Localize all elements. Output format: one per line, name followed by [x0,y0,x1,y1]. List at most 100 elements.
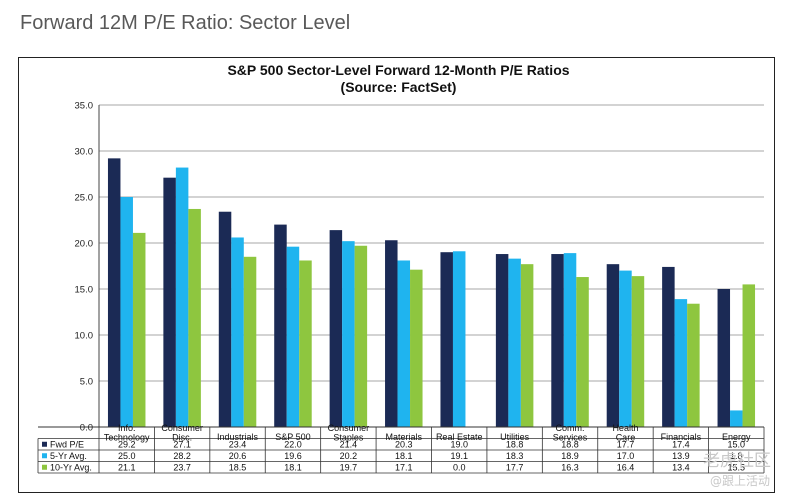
bar-five-6 [452,251,466,427]
data-label: 19.1 [450,451,468,461]
bar-fwd-6 [440,252,453,427]
slide-title: Forward 12M P/E Ratio: Sector Level [20,12,351,34]
bar-ten-8 [576,277,589,427]
data-label: 23.7 [173,463,191,473]
data-label: 18.8 [506,440,524,450]
bar-five-5 [397,260,411,427]
y-tick-label: 30.0 [75,147,94,158]
data-label: 18.9 [561,451,579,461]
bar-fwd-8 [551,254,564,427]
category-label: Disc. [172,433,192,443]
data-label: 22.0 [284,440,302,450]
category-label: Technology [104,433,150,443]
data-label: 19.6 [284,451,302,461]
category-label: Materials [386,432,423,442]
data-label: 28.2 [173,451,191,461]
data-label: 13.9 [672,451,690,461]
bar-fwd-2 [218,211,232,427]
bar-five-8 [563,253,577,427]
legend-key-fwd [42,441,47,447]
bar-fwd-9 [606,264,620,427]
category-label: Real Estate [436,432,483,442]
legend-key-five [42,453,47,459]
bar-ten-10 [687,303,700,427]
data-label: 17.7 [617,440,635,450]
data-label: 13.4 [672,463,690,473]
y-tick-label: 20.0 [75,239,94,250]
y-tick-label: 15.0 [75,285,94,296]
category-label: Energy [722,432,751,442]
bar-five-10 [674,299,688,427]
y-tick-label: 25.0 [75,193,94,204]
bar-fwd-5 [385,240,398,427]
bar-ten-11 [742,284,756,427]
data-label: 17.7 [506,463,524,473]
legend-label: 10-Yr Avg. [50,463,92,473]
category-label: Services [553,433,588,443]
data-label: 27.1 [173,440,191,450]
data-label: 20.6 [229,451,247,461]
bar-five-1 [175,167,189,427]
bar-five-2 [231,237,244,427]
data-label: 20.3 [395,440,413,450]
bar-ten-9 [631,276,645,427]
legend-label: 5-Yr Avg. [50,451,87,461]
category-label: S&P 500 [275,432,310,442]
data-label: 17.0 [617,451,635,461]
bar-ten-3 [299,260,312,427]
category-label: Industrials [217,432,259,442]
category-label: Consumer [161,423,203,433]
data-label: 15.0 [728,440,746,450]
category-label: Consumer [328,423,370,433]
category-label: Health [612,423,638,433]
data-label: 16.3 [561,463,579,473]
bar-fwd-11 [717,289,731,427]
bar-fwd-1 [163,177,176,427]
data-label: 20.2 [340,451,358,461]
data-label: 29.2 [118,440,136,450]
category-label: Comm. [556,423,585,433]
data-label: 16.4 [617,463,635,473]
y-tick-label: 0.0 [80,423,93,434]
bar-ten-7 [520,264,534,427]
bar-five-9 [619,270,632,427]
data-label: 19.7 [340,463,358,473]
chart-subtitle: (Source: FactSet) [340,79,457,95]
bar-fwd-4 [329,230,343,427]
data-label: 15.5 [728,463,746,473]
watermark-handle: @跟上活动 [710,474,771,488]
chart-title: S&P 500 Sector-Level Forward 12-Month P/… [227,62,570,78]
bar-five-7 [508,258,521,427]
data-label: 23.4 [229,440,247,450]
data-label: 17.1 [395,463,413,473]
y-tick-label: 10.0 [75,331,94,342]
data-label: 18.5 [229,463,247,473]
legend-key-ten [42,464,47,470]
data-label: 0.0 [453,463,466,473]
category-label: Financials [661,432,702,442]
data-label: 18.8 [561,440,579,450]
bar-five-0 [120,197,133,427]
bar-five-11 [730,410,743,427]
data-label: 1.8 [730,451,743,461]
data-label: 17.4 [672,440,690,450]
bar-fwd-0 [107,158,121,428]
category-label: Care [616,433,636,443]
data-label: 18.1 [395,451,413,461]
category-label: Info. [118,423,136,433]
bar-fwd-10 [662,266,675,427]
y-tick-label: 5.0 [80,377,93,388]
bar-ten-1 [188,208,201,427]
category-label: Utilities [500,432,530,442]
category-label: Staples [333,433,364,443]
data-label: 21.4 [340,440,358,450]
bar-five-3 [286,246,300,427]
y-tick-label: 35.0 [75,101,94,112]
data-label: 21.1 [118,463,136,473]
data-label: 25.0 [118,451,136,461]
data-label: 18.3 [506,451,524,461]
watermark-text: 老虎社区 [703,451,771,471]
bar-five-4 [342,241,355,427]
bar-ten-5 [410,269,423,427]
